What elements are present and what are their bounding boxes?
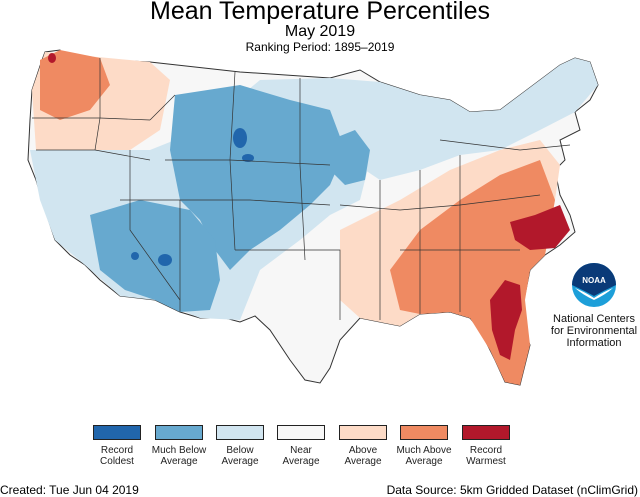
legend-swatch: [339, 425, 387, 440]
legend-item-above: Above Average: [333, 425, 393, 467]
region-record-warmest-nc: [510, 205, 570, 250]
record-warmest-spot: [48, 53, 56, 63]
us-temperature-map: [27, 49, 599, 386]
legend-swatch: [400, 425, 448, 440]
legend-item-much-above: Much Above Average: [394, 425, 454, 467]
region-much-below-midwest: [330, 130, 370, 185]
legend-swatch: [277, 425, 325, 440]
legend-label: Below Average: [221, 445, 259, 467]
legend-swatch: [155, 425, 203, 440]
noaa-logo-block: NOAA National Centers for Environmental …: [548, 262, 640, 349]
region-below-north-east: [330, 58, 598, 180]
record-coldest-spot: [233, 128, 247, 148]
data-source: Data Source: 5km Gridded Dataset (nClimG…: [386, 483, 638, 497]
region-record-warmest-fl-ga: [490, 280, 522, 360]
legend-label: Record Warmest: [466, 445, 506, 467]
legend-item-below: Below Average: [210, 425, 270, 467]
ranking-period: Ranking Period: 1895–2019: [245, 40, 395, 54]
record-coldest-spot: [242, 154, 254, 162]
legend-swatch: [93, 425, 141, 440]
org-name: National Centers for Environmental Infor…: [550, 313, 638, 349]
legend-label: Much Below Average: [151, 445, 207, 467]
legend-item-record-warmest: Record Warmest: [456, 425, 516, 467]
map-subtitle: May 2019: [284, 23, 356, 40]
legend-item-record-coldest: Record Coldest: [87, 425, 147, 467]
legend-swatch: [462, 425, 510, 440]
legend-label: Near Average: [282, 445, 320, 467]
legend-label: Much Above Average: [396, 445, 452, 467]
legend-swatch: [216, 425, 264, 440]
noaa-logo-icon: NOAA: [572, 263, 616, 307]
legend-item-much-below: Much Below Average: [149, 425, 209, 467]
legend-item-near: Near Average: [271, 425, 331, 467]
region-much-below-plains: [170, 85, 345, 270]
record-coldest-spot: [131, 252, 139, 260]
region-much-above-northwest: [40, 50, 110, 120]
record-coldest-spot: [158, 254, 172, 266]
region-much-below-southwest: [90, 200, 220, 312]
created-date: Created: Tue Jun 04 2019: [0, 483, 139, 497]
legend-label: Above Average: [344, 445, 382, 467]
legend-label: Record Coldest: [100, 445, 134, 467]
state-borders: [32, 58, 571, 320]
noaa-badge-text: NOAA: [582, 276, 606, 285]
map-title: Mean Temperature Percentiles: [150, 0, 490, 25]
